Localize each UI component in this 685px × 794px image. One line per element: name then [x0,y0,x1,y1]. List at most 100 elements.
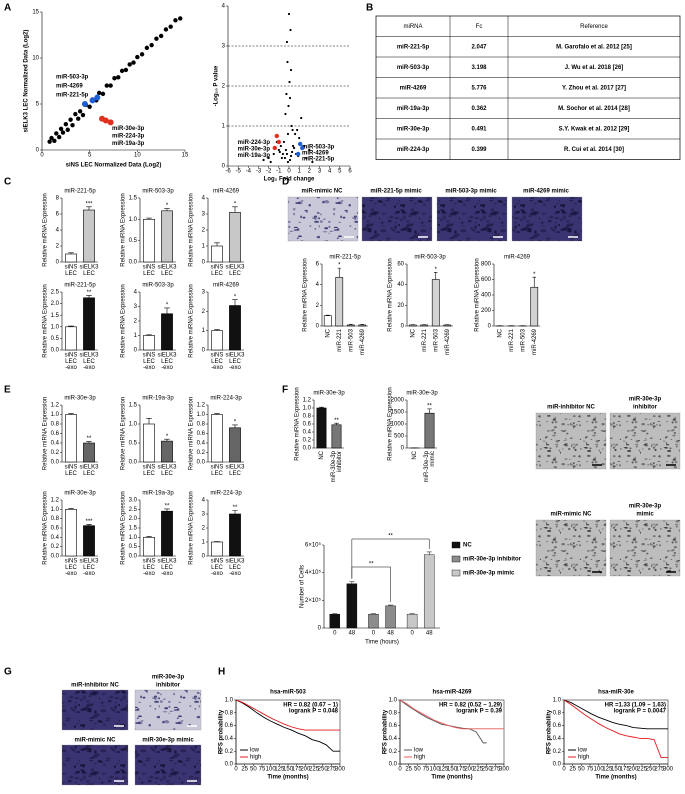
x-tick-label: LEC [143,471,155,477]
y-tick-label: 0.0 [51,460,60,466]
y-tick-label: 4 [56,228,60,234]
highlight-label: miR-4269 [302,151,329,157]
x-tick-label: -exo [83,365,95,371]
x-tick-label: 25 [569,767,576,773]
x-tick-label: LEC [65,565,77,571]
x-tick-label: 50 [250,767,257,773]
micrograph [134,689,202,731]
legend-label: low [578,748,588,754]
y-tick-label: 1.5 [51,313,60,319]
x-tick-label: siNS [143,265,156,271]
x-tick-label: 15 [182,153,189,159]
highlight-point [295,151,301,157]
y-tick-label: 0.8 [303,414,312,420]
annotation: logrank P = 0.048 [289,709,339,715]
x-tick-label: -exo [83,571,95,577]
highlight-label: miR-224-3p [238,140,271,146]
y-tick-label: 1.2 [303,398,312,404]
bar [329,613,341,629]
x-tick-label: siNS [143,465,156,471]
x-tick-label: 100 [430,767,441,773]
x-tick-label: -1 [276,169,282,175]
x-tick-label: 75 [259,767,266,773]
x-tick-label: 48 [349,631,356,637]
point [288,96,292,100]
error-bar [68,252,74,254]
x-tick-label: LEC [65,271,77,277]
point [286,132,290,136]
y-tick-label: 1.2 [197,403,206,409]
y-tick-label: 0.0 [129,460,138,466]
y-tick-label: 1.2 [51,403,60,409]
significance-label: * [234,294,237,300]
point [77,109,83,114]
y-tick-label: 6 [316,262,320,268]
y-tick-label: 0.8 [197,422,206,428]
error-bar [68,325,74,327]
x-tick-label: 175 [456,767,467,773]
y-tick-label: 1 [202,540,206,546]
table-border [375,15,681,160]
x-tick-label: 4 [328,169,332,175]
bar [143,219,155,263]
bar [229,305,241,351]
bar [161,313,173,351]
chart-title: miR-4269 [213,283,240,289]
table-cell: 0.399 [471,147,487,153]
bar [346,583,358,629]
micrograph [361,196,433,242]
x-tick-label: 250 [646,767,657,773]
bar [83,209,95,263]
x-tick-label: -exo [65,571,77,577]
error-bar [86,295,92,298]
y-tick-label: 0.2 [389,749,398,755]
y-tick-label: 0.4 [51,441,60,447]
panel-label: B [366,3,373,14]
micrograph [287,196,359,242]
point [68,117,73,122]
x-tick-label: 250 [482,767,493,773]
point [76,116,81,121]
x-tick-label: siNS [65,353,78,359]
bar [161,210,173,263]
y-tick-label: 0.6 [197,431,206,437]
y-axis-label: Relative miRNA Expression [189,491,195,564]
x-tick-label: siELK3 [225,353,245,359]
point [305,156,308,160]
x-tick-label: 250 [318,767,329,773]
error-bar [232,206,238,213]
y-tick-label: 3 [202,212,206,218]
y-axis-label: Relative miRNA Expression [121,397,127,470]
bar [229,427,241,463]
y-tick-label: 0.6 [303,422,312,428]
y-tick-label: 8 [56,196,60,202]
x-tick-label: siELK3 [157,265,177,271]
y-tick-label: 1500 [391,410,405,416]
x-tick-label: siNS [211,559,224,565]
y-tick-label: 0 [202,348,206,354]
x-tick-label: LEC [83,565,95,571]
x-tick-label: 0 [40,153,44,159]
y-tick-label: 0.6 [51,526,60,532]
y-tick-label: 1 [202,244,206,250]
point [108,83,113,88]
error-bar [433,271,438,280]
legend-label: NC [463,543,472,549]
y-tick-label: 2 [202,309,206,315]
point [291,144,295,148]
x-tick-label: miR-503 [433,328,439,351]
highlight-label: miR-221-5p [56,93,89,99]
point [287,12,291,16]
x-axis-label: siNS LEC Normalized Data (Log2) [66,163,162,169]
highlight-point [300,145,305,151]
y-tick-label: 0.0 [129,260,138,266]
survival-curve [235,699,340,752]
legend-label: high [578,755,589,761]
y-tick-label: 0.2 [553,749,562,755]
significance-label: ** [369,562,374,568]
x-tick-label: LEC [65,359,77,365]
y-axis-label: Relative miRNA Expression [295,387,301,460]
x-tick-label: NC [412,450,418,459]
y-tick-label: 0.0 [303,446,312,452]
